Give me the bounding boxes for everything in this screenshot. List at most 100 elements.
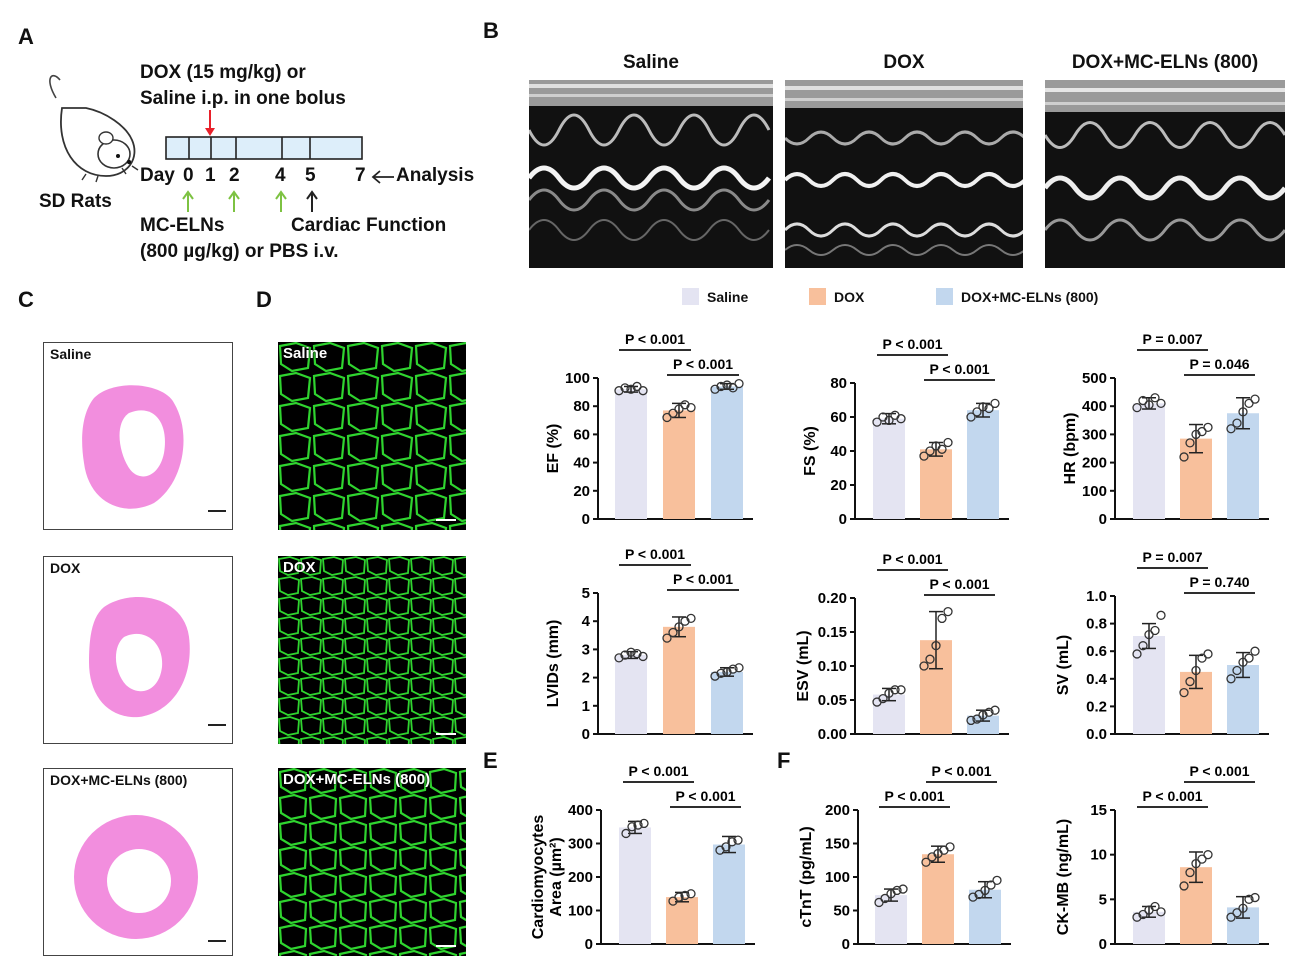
data-point [931,640,941,651]
y-tick-label: 300 [1082,426,1107,443]
data-point [1244,653,1254,663]
bar-saline [615,655,647,734]
data-point [733,835,743,845]
data-point [978,710,988,720]
y-tick-label: 0 [839,511,847,528]
data-point [716,668,726,679]
data-point [1138,641,1148,651]
if-label-dox: DOX [283,559,316,576]
data-point [686,402,696,413]
data-point [984,403,994,414]
p-value-label: P < 0.001 [673,571,733,587]
echo-image-elns [1045,80,1285,268]
bar-dox-mc-elns-800- [711,386,743,519]
data-point [1150,625,1160,636]
echo-title-saline: Saline [623,52,679,73]
data-point [1250,892,1260,903]
data-point [880,893,890,904]
panel-letter-d: D [256,287,272,312]
y-tick-label: 1.0 [1086,588,1107,605]
data-point [632,381,642,392]
data-point [1191,429,1201,440]
chart-cardarea: 0 100 200 300 400 Cardiomyocytes Area (µm²) P <… [530,763,755,953]
legend-elns: DOX+MC-ELNs (800) [936,288,1098,305]
y-tick-label: 10 [1090,847,1107,864]
data-point [980,885,990,896]
data-point [968,892,978,902]
data-point [1185,438,1195,448]
data-point [686,613,696,624]
bar-dox-mc-elns-800- [1227,413,1259,519]
data-point [1144,400,1154,410]
data-point [674,622,684,632]
p-value-label: P < 0.001 [882,336,942,352]
rat-icon [49,74,139,183]
y-tick-label: 150 [825,836,850,853]
echo-title-elns: DOX+MC-ELNs (800) [1071,52,1259,73]
if-image-elns: DOX+MC-ELNs (800) [278,768,466,956]
dox-text-line1: DOX (15 mg/kg) or [140,62,306,83]
p-value-label: P < 0.001 [625,331,685,347]
y-tick-label: 0 [585,936,593,953]
bar-saline [875,895,907,944]
data-point [872,417,882,427]
y-tick-label: 200 [825,802,850,819]
day-label: Day [140,165,175,186]
data-point [627,822,637,832]
data-point [1203,850,1213,860]
data-point [1232,908,1242,918]
y-axis-label: cTnT (pg/mL) [798,826,815,927]
y-axis-label-line2: Area (µm²) [548,837,565,916]
data-point [680,616,690,626]
data-point [898,884,908,894]
y-tick-label: 0 [1099,511,1107,528]
y-tick-label: 4 [582,613,591,630]
y-tick-label: 300 [568,836,593,853]
data-point [686,889,696,899]
y-tick-label: 20 [830,477,847,494]
panel-letter-c: C [18,287,34,312]
chart-sv: 0.0 0.2 0.4 0.6 0.8 1.0 SV (mL) P = 0.007 P = 0.… [1055,549,1269,743]
data-point [728,664,738,674]
data-point [925,654,935,664]
echo-image-dox [785,80,1023,268]
y-tick-label: 0 [1099,936,1107,953]
data-point [1197,426,1207,437]
data-point [1250,646,1260,656]
data-point [890,410,900,420]
bar-saline [619,827,651,944]
data-point [990,398,1000,409]
data-point [937,444,947,454]
y-tick-label: 3 [582,641,590,658]
bar-dox-mc-elns-800- [967,410,999,519]
y-tick-label: 5 [582,585,590,602]
elns-text-line1: MC-ELNs [140,215,225,236]
if-label-elns: DOX+MC-ELNs (800) [283,771,431,788]
data-point [668,408,678,418]
day-1: 1 [205,165,216,186]
elns-text-line2: (800 µg/kg) or PBS i.v. [140,241,339,262]
data-point [633,820,643,830]
bar-dox [663,410,695,519]
y-tick-label: 0.0 [1086,726,1107,743]
cardiac-arrow [306,190,318,212]
y-tick-label: 20 [573,483,590,500]
y-tick-label: 80 [573,398,590,415]
he-section-saline: Saline [43,342,233,530]
legend-label-dox: DOX [834,288,865,305]
data-point [638,386,648,396]
bar-dox-mc-elns-800- [969,889,1001,944]
chart-hr: 0 100 200 300 400 500 HR (bpm) P = 0.007 P = 0.0… [1062,331,1269,528]
he-section-dox: DOX [43,556,233,744]
y-tick-label: 2 [582,670,590,687]
panel-letter-e: E [483,748,498,773]
y-tick-label: 200 [568,869,593,886]
y-axis-label: ESV (mL) [795,630,812,701]
data-point [919,661,929,671]
bar-dox-mc-elns-800- [711,671,743,734]
legend-swatch-dox [809,288,826,305]
y-axis-label: CK-MB (ng/mL) [1055,819,1072,935]
y-tick-label: 400 [1082,398,1107,415]
bar-dox-mc-elns-800- [713,844,745,944]
